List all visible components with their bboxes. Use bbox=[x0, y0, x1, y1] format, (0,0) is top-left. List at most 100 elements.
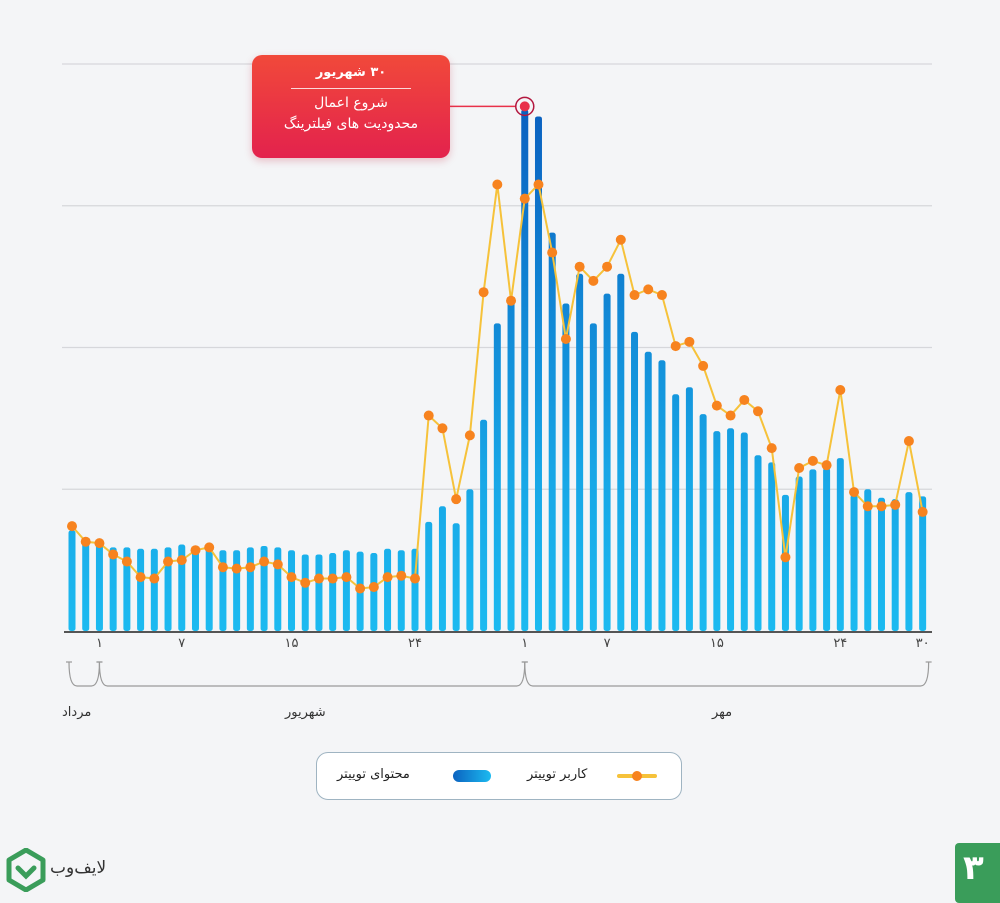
annotation-box: ۳۰ شهریور شروع اعمال محدودیت های فیلترین… bbox=[252, 55, 450, 158]
x-tick-label: ۷ bbox=[178, 636, 186, 651]
bar bbox=[260, 545, 268, 631]
line-point bbox=[382, 572, 393, 583]
bar bbox=[534, 116, 542, 631]
line-point bbox=[876, 501, 887, 512]
line-point bbox=[574, 261, 585, 272]
bar bbox=[548, 232, 556, 631]
bar bbox=[905, 492, 913, 631]
month-bracket bbox=[524, 661, 930, 687]
annotation-line2: محدودیت های فیلترینگ bbox=[283, 116, 419, 132]
bar bbox=[288, 550, 296, 631]
line-series bbox=[67, 179, 928, 594]
x-tick-label: ۱۵ bbox=[709, 636, 724, 651]
line-point bbox=[656, 290, 667, 301]
bar bbox=[740, 432, 748, 631]
x-tick-label: ۱۵ bbox=[284, 636, 299, 651]
line-point bbox=[519, 193, 530, 204]
bar bbox=[150, 548, 158, 631]
bar bbox=[699, 414, 707, 631]
bar bbox=[576, 273, 584, 631]
bar bbox=[809, 469, 817, 631]
line-point bbox=[410, 573, 420, 584]
line-point bbox=[903, 436, 914, 447]
line-point bbox=[355, 583, 366, 594]
gridlines bbox=[62, 63, 932, 633]
bar bbox=[233, 550, 241, 631]
line-point bbox=[753, 406, 763, 417]
line-point bbox=[725, 410, 736, 421]
line-point bbox=[176, 555, 187, 566]
line-point bbox=[108, 549, 119, 560]
x-tick-label: ۲۴ bbox=[408, 636, 422, 651]
month-label-mordad: مرداد bbox=[62, 705, 92, 720]
logo-text: لایف‌وب bbox=[50, 858, 107, 878]
bar bbox=[521, 109, 529, 632]
bar bbox=[781, 494, 789, 631]
annotation-marker bbox=[450, 96, 535, 117]
bar bbox=[246, 547, 254, 631]
bar bbox=[466, 489, 474, 631]
bar bbox=[603, 293, 611, 631]
bar bbox=[384, 548, 392, 631]
legend-label-bars: محتوای توییتر bbox=[337, 767, 410, 782]
line-point bbox=[259, 556, 270, 567]
bar bbox=[891, 499, 899, 631]
line-point bbox=[135, 572, 146, 583]
line-point bbox=[94, 538, 105, 549]
bar bbox=[480, 419, 488, 631]
line-point bbox=[231, 563, 242, 574]
bar bbox=[164, 547, 172, 631]
line-point bbox=[396, 570, 407, 581]
line-point bbox=[629, 290, 640, 301]
bar bbox=[768, 462, 776, 631]
line-point bbox=[547, 247, 558, 258]
line-point bbox=[739, 394, 750, 405]
bar bbox=[727, 428, 735, 631]
line-point bbox=[711, 400, 722, 411]
bar bbox=[178, 544, 186, 631]
bar bbox=[95, 543, 103, 631]
x-tick-label: ۲۴ bbox=[833, 636, 848, 651]
bar bbox=[123, 547, 131, 631]
line-point bbox=[423, 410, 434, 421]
bar bbox=[631, 331, 639, 631]
line-point bbox=[890, 499, 901, 510]
x-tick-label: ۱ bbox=[521, 636, 529, 651]
line-point bbox=[670, 341, 681, 352]
annotation-title: ۳۰ شهریور bbox=[315, 65, 387, 80]
bar bbox=[754, 455, 762, 631]
line-point bbox=[698, 360, 709, 371]
line-point bbox=[917, 506, 928, 517]
line-point bbox=[313, 573, 324, 584]
line-point bbox=[272, 559, 283, 570]
line-point bbox=[478, 287, 489, 298]
line-point bbox=[821, 460, 832, 471]
line-point bbox=[245, 562, 256, 573]
bar bbox=[493, 323, 501, 631]
line-point bbox=[615, 234, 626, 245]
bar bbox=[658, 360, 666, 631]
line-point bbox=[684, 336, 695, 347]
line-point bbox=[464, 430, 475, 441]
bar bbox=[644, 351, 652, 631]
line-point bbox=[533, 179, 544, 190]
x-tick-label: ۳۰ bbox=[915, 636, 930, 651]
line-point bbox=[602, 261, 613, 272]
line-point bbox=[163, 556, 174, 567]
line-point bbox=[341, 572, 352, 583]
bar-series bbox=[68, 109, 927, 632]
bar bbox=[191, 547, 199, 631]
legend-bar-swatch bbox=[453, 770, 491, 782]
line-point bbox=[437, 423, 448, 434]
line-point bbox=[190, 545, 201, 556]
bar bbox=[685, 387, 693, 631]
month-bracket bbox=[68, 661, 101, 687]
line-point bbox=[149, 573, 160, 584]
bar bbox=[315, 554, 323, 631]
legend: محتوای توییتر کاربر توییتر bbox=[316, 752, 682, 800]
line-point bbox=[807, 455, 818, 466]
bar bbox=[438, 506, 446, 631]
line-point bbox=[506, 295, 517, 306]
legend-label-line: کاربر توییتر bbox=[527, 767, 588, 782]
